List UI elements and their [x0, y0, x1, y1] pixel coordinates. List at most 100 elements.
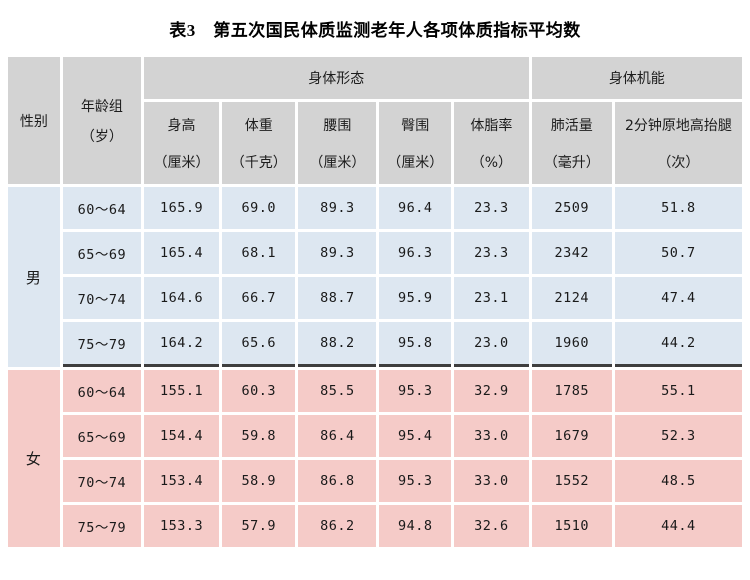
header-col-hip-unit: （厘米）: [387, 154, 444, 171]
data-cell: 65.6: [222, 322, 296, 367]
header-col-waist: 腰围 （厘米）: [298, 102, 377, 184]
data-cell: 2124: [531, 277, 612, 319]
data-cell: 89.3: [298, 187, 377, 229]
data-cell: 164.6: [143, 277, 220, 319]
data-cell: 153.4: [143, 460, 220, 502]
data-cell: 165.9: [143, 187, 220, 229]
header-group-body-function: 身体机能: [531, 57, 742, 99]
header-group-row: 性别 年龄组 （岁） 身体形态 身体机能: [8, 57, 742, 184]
table-title: 表3 第五次国民体质监测老年人各项体质指标平均数: [169, 21, 581, 40]
data-cell: 55.1: [614, 370, 742, 412]
data-cell: 86.8: [298, 460, 377, 502]
data-cell: 33.0: [454, 415, 529, 457]
table-row: 65～69 154.4 59.8 86.4 95.4 33.0 1679 52.…: [8, 415, 742, 457]
header-col-height-name: 身高: [167, 117, 196, 134]
data-cell: 153.3: [143, 505, 220, 547]
header-col-waist-name: 腰围: [323, 117, 352, 134]
data-cell: 94.8: [379, 505, 452, 547]
data-cell: 86.2: [298, 505, 377, 547]
data-cell: 47.4: [614, 277, 742, 319]
header-col-height-unit: （厘米）: [153, 154, 210, 171]
header-col-knee-lift-name: 2分钟原地高抬腿: [624, 117, 732, 134]
header-col-height: 身高 （厘米）: [143, 102, 220, 184]
data-cell: 59.8: [222, 415, 296, 457]
data-cell: 69.0: [222, 187, 296, 229]
data-cell: 23.3: [454, 187, 529, 229]
data-cell: 32.6: [454, 505, 529, 547]
data-cell: 88.2: [298, 322, 377, 367]
data-cell: 1785: [531, 370, 612, 412]
data-cell: 154.4: [143, 415, 220, 457]
data-cell: 52.3: [614, 415, 742, 457]
data-cell: 44.2: [614, 322, 742, 367]
data-cell: 66.7: [222, 277, 296, 319]
header-col-vital-capacity-unit: （毫升）: [543, 154, 600, 171]
data-cell: 164.2: [143, 322, 220, 367]
data-cell: 48.5: [614, 460, 742, 502]
data-cell: 95.9: [379, 277, 452, 319]
data-cell: 165.4: [143, 232, 220, 274]
data-cell: 32.9: [454, 370, 529, 412]
data-cell: 44.4: [614, 505, 742, 547]
header-col-weight-unit: （千克）: [230, 154, 287, 171]
data-cell: 50.7: [614, 232, 742, 274]
age-cell: 75～79: [62, 322, 141, 367]
data-cell: 1679: [531, 415, 612, 457]
header-col-knee-lift-unit: （次）: [657, 154, 700, 171]
data-cell: 95.4: [379, 415, 452, 457]
header-col-hip-name: 臀围: [401, 117, 430, 134]
table-row: 女 60～64 155.1 60.3 85.5 95.3 32.9 1785 5…: [8, 370, 742, 547]
table-row: 75～79 164.2 65.6 88.2 95.8 23.0 1960 44.…: [8, 322, 742, 367]
data-cell: 68.1: [222, 232, 296, 274]
data-cell: 33.0: [454, 460, 529, 502]
data-cell: 96.3: [379, 232, 452, 274]
data-cell: 1510: [531, 505, 612, 547]
header-col-waist-unit: （厘米）: [309, 154, 366, 171]
header-col-body-fat-unit: （%）: [470, 154, 513, 171]
header-group-body-shape: 身体形态: [143, 57, 529, 99]
table-row: 70～74 153.4 58.9 86.8 95.3 33.0 1552 48.…: [8, 460, 742, 502]
age-cell: 70～74: [62, 460, 141, 502]
header-col-knee-lift: 2分钟原地高抬腿 （次）: [614, 102, 742, 184]
header-col-vital-capacity: 肺活量 （毫升）: [531, 102, 612, 184]
header-age-group-line2: （岁）: [80, 128, 123, 145]
data-cell: 23.1: [454, 277, 529, 319]
data-cell: 1960: [531, 322, 612, 367]
data-cell: 57.9: [222, 505, 296, 547]
age-cell: 60～64: [62, 370, 141, 412]
data-cell: 60.3: [222, 370, 296, 412]
gender-cell-male: 男: [8, 187, 60, 367]
data-cell: 95.3: [379, 460, 452, 502]
data-cell: 2342: [531, 232, 612, 274]
data-cell: 95.3: [379, 370, 452, 412]
data-cell: 96.4: [379, 187, 452, 229]
data-cell: 88.7: [298, 277, 377, 319]
header-sub-row: 身高 （厘米） 体重 （千克） 腰围 （厘米） 臀围 （厘米） 体脂率 （%） …: [8, 102, 742, 184]
header-age-group-line1: 年龄组: [80, 98, 123, 115]
age-cell: 75～79: [62, 505, 141, 547]
data-cell: 85.5: [298, 370, 377, 412]
header-col-body-fat-name: 体脂率: [470, 117, 513, 134]
header-col-weight: 体重 （千克）: [222, 102, 296, 184]
age-cell: 60～64: [62, 187, 141, 229]
header-col-weight-name: 体重: [244, 117, 273, 134]
header-col-vital-capacity-name: 肺活量: [550, 117, 593, 134]
header-col-body-fat: 体脂率 （%）: [454, 102, 529, 184]
data-cell: 23.0: [454, 322, 529, 367]
data-cell: 95.8: [379, 322, 452, 367]
header-gender: 性别: [8, 57, 60, 184]
gender-cell-female: 女: [8, 370, 60, 547]
age-cell: 65～69: [62, 232, 141, 274]
table-row: 70～74 164.6 66.7 88.7 95.9 23.1 2124 47.…: [8, 277, 742, 319]
data-cell: 89.3: [298, 232, 377, 274]
header-age-group: 年龄组 （岁）: [62, 57, 141, 184]
data-cell: 51.8: [614, 187, 742, 229]
table-row: 65～69 165.4 68.1 89.3 96.3 23.3 2342 50.…: [8, 232, 742, 274]
age-cell: 65～69: [62, 415, 141, 457]
table-row: 男 60～64 165.9 69.0 89.3 96.4 23.3 2509 5…: [8, 187, 742, 367]
table-row: 75～79 153.3 57.9 86.2 94.8 32.6 1510 44.…: [8, 505, 742, 547]
data-cell: 58.9: [222, 460, 296, 502]
age-cell: 70～74: [62, 277, 141, 319]
data-cell: 155.1: [143, 370, 220, 412]
fitness-table: 性别 年龄组 （岁） 身体形态 身体机能 身高 （厘米） 体重 （千克） 腰围 …: [5, 54, 745, 550]
